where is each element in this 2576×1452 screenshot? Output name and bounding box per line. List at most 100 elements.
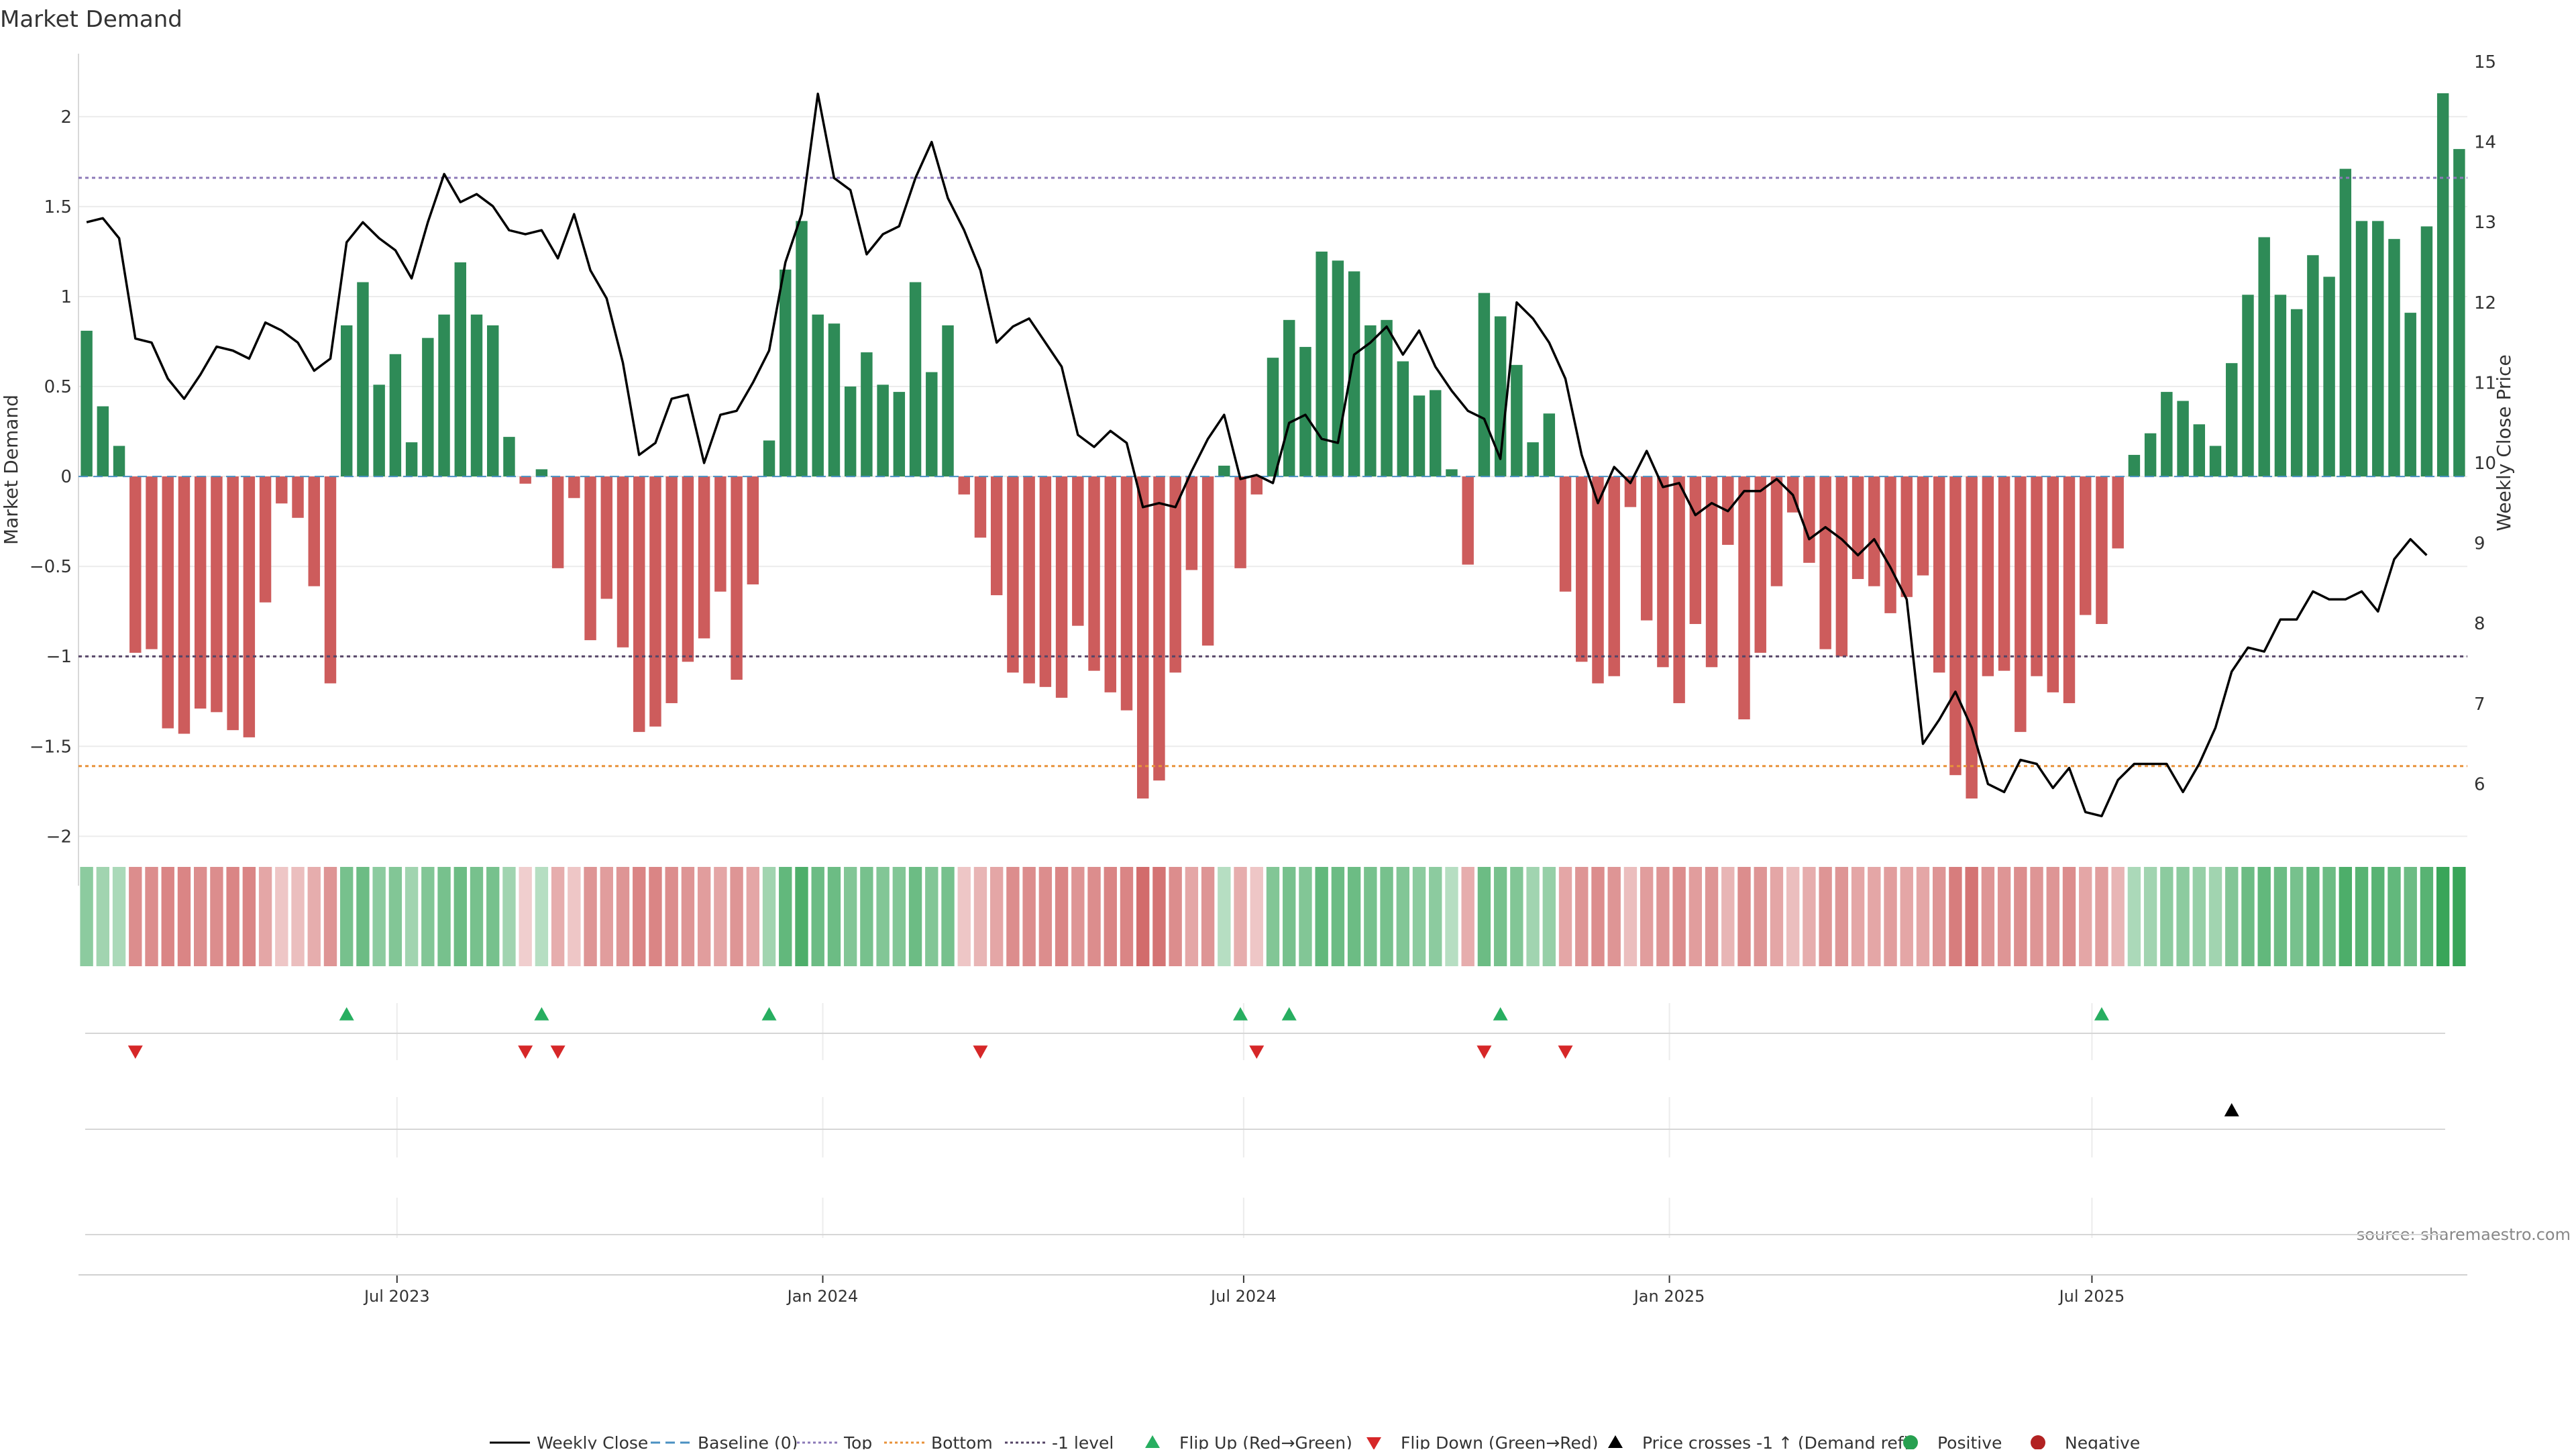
heat-cell (519, 867, 532, 966)
heat-cell (568, 867, 581, 966)
bar-negative (1055, 476, 1068, 698)
bar-negative (162, 476, 174, 729)
heat-cell (1754, 867, 1767, 966)
bar-negative (2112, 476, 2124, 549)
x-tick-label: Jul 2025 (2058, 1287, 2125, 1306)
flip-down-marker (127, 1045, 143, 1059)
bar-negative (1576, 476, 1588, 662)
flip-down-marker (973, 1045, 988, 1059)
bar-positive (2274, 295, 2287, 477)
bar-negative (129, 476, 142, 653)
bar-negative (1559, 476, 1572, 592)
heat-cell (2208, 867, 2222, 966)
bar-positive (2144, 433, 2157, 477)
bar-positive (113, 446, 125, 477)
bar-positive (926, 372, 938, 477)
heat-cell (1071, 867, 1085, 966)
heat-cell (2257, 867, 2271, 966)
bar-negative (2096, 476, 2108, 624)
bar-negative (1689, 476, 1702, 624)
bar-negative (1835, 476, 1848, 657)
y-tick-label: −1 (46, 647, 72, 667)
bar-negative (1949, 476, 1962, 776)
legend-item: Flip Up (Red→Green) (1145, 1433, 1352, 1452)
heat-cell (2387, 867, 2401, 966)
heat-cell (1022, 867, 1036, 966)
legend-swatch-triangle-black (1608, 1435, 1623, 1448)
heat-cell (2192, 867, 2206, 966)
bar-negative (1738, 476, 1750, 720)
bar-negative (2031, 476, 2043, 676)
bar-positive (454, 262, 466, 477)
x-tick-label: Jul 2024 (1210, 1287, 1277, 1306)
heat-cell (876, 867, 890, 966)
bar-negative (519, 476, 531, 484)
heat-cell (616, 867, 630, 966)
flip-up-marker (761, 1007, 777, 1021)
legend-label: Weekly Close (537, 1433, 648, 1449)
bar-negative (1104, 476, 1116, 692)
heat-cell (1981, 867, 1995, 966)
bar-positive (1413, 395, 1426, 477)
bar-positive (942, 325, 954, 477)
heat-cell (1835, 867, 1849, 966)
legend-item: Negative (2031, 1433, 2140, 1452)
legend-item: Weekly Close (490, 1433, 648, 1452)
heat-cell (827, 867, 841, 966)
heat-cell (1688, 867, 1703, 966)
heat-cell (2095, 867, 2108, 966)
bar-negative (1169, 476, 1181, 673)
bar-negative (1754, 476, 1766, 653)
bar-negative (1900, 476, 1913, 597)
bar-positive (796, 221, 808, 477)
bar-positive (2404, 313, 2416, 477)
flip-down-marker (518, 1045, 533, 1059)
bar-positive (812, 314, 824, 477)
bar-negative (1039, 476, 1052, 687)
bar-positive (340, 325, 353, 477)
heat-cell (1884, 867, 1897, 966)
bar-negative (731, 476, 743, 680)
y-tick-label: 2 (60, 107, 72, 127)
heat-cell (714, 867, 727, 966)
y2-tick-label: 11 (2474, 373, 2496, 393)
bar-positive (2372, 221, 2384, 477)
bar-negative (146, 476, 158, 650)
bar-negative (324, 476, 337, 684)
y-tick-label: −2 (46, 827, 72, 847)
heat-cell (1900, 867, 1913, 966)
heat-cell (1737, 867, 1751, 966)
bar-negative (1917, 476, 1929, 576)
bar-positive (2177, 401, 2189, 477)
bar-positive (2258, 237, 2270, 477)
heat-cell (2079, 867, 2092, 966)
bar-negative (568, 476, 580, 499)
bar-positive (1218, 466, 1230, 477)
heat-cell (1607, 867, 1621, 966)
heat-cell (421, 867, 435, 966)
heat-cell (2371, 867, 2385, 966)
legend: Weekly Close Baseline (0) Top Bottom -1 leve… (490, 1433, 2140, 1452)
bar-positive (438, 314, 450, 477)
heat-cell (1120, 867, 1134, 966)
flip-up-marker (534, 1007, 549, 1021)
bar-positive (2307, 255, 2319, 477)
bar-negative (2047, 476, 2059, 692)
bar-positive (1478, 293, 1491, 477)
bar-negative (1624, 476, 1637, 507)
bar-positive (1527, 442, 1539, 477)
legend-label: Flip Up (Red→Green) (1179, 1433, 1352, 1449)
heat-cell (2127, 867, 2141, 966)
bar-negative (698, 476, 710, 639)
heat-cell (633, 867, 646, 966)
heat-cell (437, 867, 451, 966)
heat-cell (96, 867, 110, 966)
bar-negative (1185, 476, 1198, 570)
legend-item: Baseline (0) (651, 1433, 798, 1452)
heat-cell (177, 867, 191, 966)
heat-cell (226, 867, 239, 966)
heat-cell (925, 867, 938, 966)
bar-negative (227, 476, 239, 731)
heat-cell (2160, 867, 2174, 966)
